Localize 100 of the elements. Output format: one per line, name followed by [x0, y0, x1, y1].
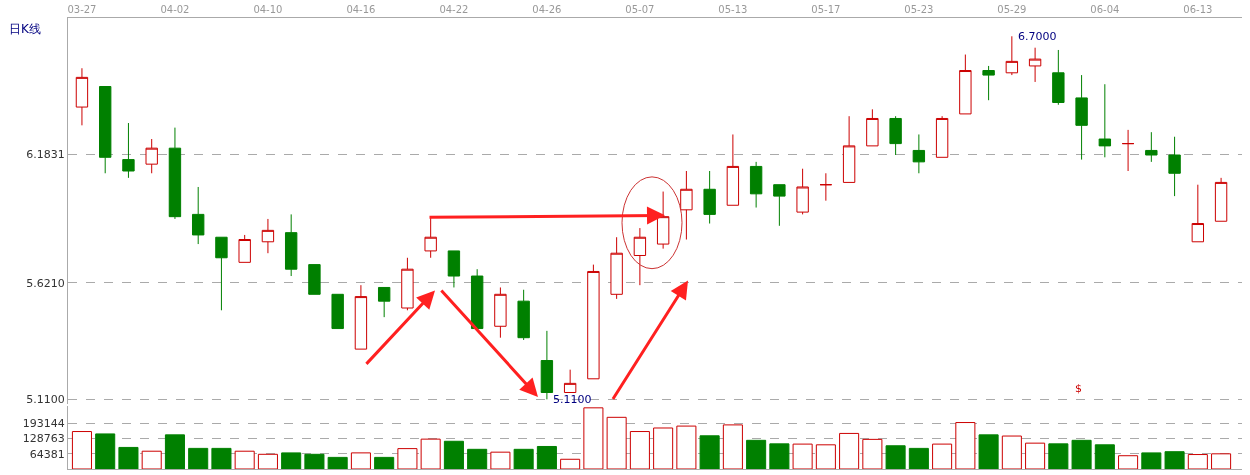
x-tick-label: 04-10	[253, 4, 283, 15]
bar	[560, 458, 581, 469]
bar	[350, 452, 371, 469]
bar	[839, 432, 860, 469]
bar	[95, 433, 116, 469]
bar	[583, 407, 604, 469]
candlestick	[494, 286, 507, 339]
x-tick-label: 05-07	[625, 4, 655, 15]
bar	[722, 424, 743, 469]
candlestick	[1191, 184, 1205, 243]
x-tick-label: 04-22	[439, 4, 469, 15]
x-tick-label: 05-13	[718, 4, 748, 15]
candlestick	[726, 133, 740, 206]
candlestick	[912, 133, 926, 174]
bar	[746, 439, 767, 469]
candlestick	[145, 138, 158, 174]
candlestick	[424, 216, 437, 259]
bar	[443, 440, 464, 469]
bar	[676, 425, 697, 469]
bar	[932, 443, 953, 469]
bar	[699, 435, 720, 469]
candlestick	[1005, 35, 1019, 76]
candlestick	[122, 122, 135, 179]
bar	[71, 431, 92, 469]
x-tick-label: 06-13	[1183, 4, 1213, 15]
bar	[234, 450, 255, 469]
bar	[188, 447, 209, 469]
annotation: 5.1100	[553, 393, 592, 406]
x-tick-label: 04-26	[532, 4, 562, 15]
candlestick	[842, 115, 856, 183]
bar	[397, 448, 418, 469]
bar	[1141, 452, 1162, 469]
y-tick-label: 128763	[22, 432, 65, 446]
bar	[1048, 443, 1069, 469]
bar	[862, 438, 883, 469]
x-tick-label: 06-04	[1090, 4, 1120, 15]
bar	[1001, 435, 1022, 469]
candlestick	[796, 168, 809, 215]
bar	[606, 416, 627, 469]
candlestick	[447, 250, 461, 288]
x-tick-label: 04-02	[160, 4, 190, 15]
candlestick	[889, 115, 902, 156]
candlestick	[75, 67, 89, 126]
candlestick	[866, 108, 879, 147]
x-tick-label: 05-29	[997, 4, 1027, 15]
bar	[211, 447, 232, 469]
candlestick	[354, 284, 368, 350]
x-tick-label: 05-17	[811, 4, 841, 15]
bar	[327, 456, 348, 469]
candlestick	[284, 213, 298, 277]
candlestick	[401, 257, 414, 311]
bar	[1211, 453, 1232, 469]
annotation: $	[1075, 382, 1082, 395]
candlestick	[1121, 129, 1135, 172]
bar	[118, 446, 139, 469]
bar	[257, 453, 278, 469]
annotation: 6.7000	[1018, 30, 1057, 43]
candlestick	[587, 264, 600, 380]
y-tick-label: 193144	[22, 417, 65, 431]
bar	[815, 444, 836, 469]
candlestick	[261, 218, 275, 254]
candlestick	[773, 184, 786, 227]
candlestick	[703, 170, 716, 225]
bar	[1071, 439, 1092, 469]
candlestick	[982, 65, 995, 101]
candlestick	[1168, 136, 1181, 197]
y-tick-label: 6.1831	[26, 148, 65, 162]
x-tick-label: 05-23	[904, 4, 934, 15]
x-tick-label: 04-16	[346, 4, 376, 15]
bar	[885, 445, 906, 469]
bar	[164, 434, 185, 469]
candlestick	[749, 161, 763, 209]
candlestick	[563, 369, 577, 393]
y-tick-label: 5.1100	[26, 393, 65, 407]
y-tick-label: 5.6210	[26, 276, 65, 290]
bar	[467, 448, 488, 469]
y-tick-label: 64381	[29, 447, 65, 461]
bar	[629, 431, 650, 469]
candlestick	[331, 293, 344, 330]
candlestick	[238, 234, 251, 263]
candlestick	[1145, 131, 1158, 163]
bar	[281, 452, 302, 469]
candlestick	[1214, 177, 1228, 222]
bar	[769, 443, 790, 469]
bar	[955, 422, 976, 469]
candlestick	[168, 127, 182, 220]
bar	[304, 453, 325, 469]
candlestick	[680, 170, 693, 240]
candlestick	[377, 286, 391, 318]
bar	[1187, 454, 1208, 469]
bar	[490, 451, 511, 469]
candlestick	[308, 264, 321, 295]
bar	[420, 438, 441, 469]
chart-title: 日K线	[9, 22, 41, 36]
bar	[1164, 451, 1185, 469]
candlestick	[959, 54, 972, 115]
candlestick	[819, 172, 833, 202]
bar	[1094, 444, 1115, 469]
candlestick	[1028, 47, 1042, 83]
candlestick	[633, 227, 647, 286]
